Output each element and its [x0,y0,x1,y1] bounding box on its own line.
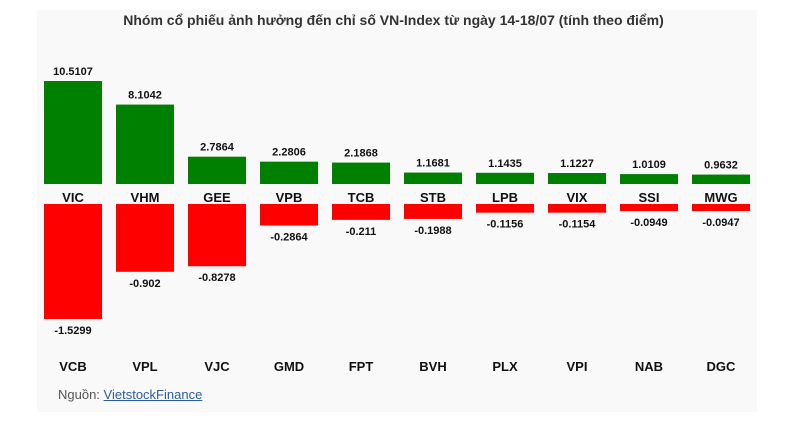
value-label-positive-stb: 1.1681 [416,158,450,170]
value-label-positive-vix: 1.1227 [560,158,594,170]
bar-positive-vhm [116,104,174,184]
source-prefix: Nguồn: [58,387,100,402]
value-label-negative-fpt: -0.211 [346,226,377,238]
category-label-gee: GEE [203,190,231,205]
value-label-negative-plx: -0.1156 [487,219,524,231]
value-label-positive-vpb: 2.2806 [272,147,306,159]
value-label-negative-nab: -0.0949 [630,217,667,229]
category-label-tcb: TCB [348,190,375,205]
category-label-vhm: VHM [131,190,160,205]
bar-negative-plx [476,204,534,213]
value-label-negative-vjc: -0.8278 [198,272,235,284]
source-line: Nguồn: VietstockFinance [58,387,202,402]
value-label-negative-vpi: -0.1154 [559,219,597,231]
bar-negative-nab [620,204,678,212]
bar-negative-vpl [116,204,174,272]
bar-positive-lpb [476,172,534,184]
bar-negative-gmd [260,204,318,226]
bar-positive-tcb [332,162,390,184]
category-label-mwg: MWG [704,190,737,205]
category-label-vpl: VPL [132,359,157,374]
value-label-positive-vhm: 8.1042 [128,90,162,102]
category-label-fpt: FPT [349,359,374,374]
category-label-lpb: LPB [492,190,518,205]
category-label-bvh: BVH [419,359,446,374]
value-label-negative-gmd: -0.2864 [270,232,308,244]
bar-negative-vjc [188,204,246,267]
bar-negative-bvh [404,204,462,219]
source-link[interactable]: VietstockFinance [103,387,203,402]
category-label-vpb: VPB [276,190,303,205]
category-label-nab: NAB [635,359,663,374]
category-label-vpi: VPI [567,359,588,374]
category-label-plx: PLX [492,359,518,374]
category-label-ssi: SSI [639,190,660,205]
bar-negative-fpt [332,204,390,220]
value-label-positive-mwg: 0.9632 [704,160,738,172]
bar-negative-vcb [44,204,102,319]
category-label-vjc: VJC [204,359,230,374]
chart-title: Nhóm cổ phiếu ảnh hưởng đến chỉ số VN-In… [123,12,664,28]
bar-positive-stb [404,172,462,184]
category-label-gmd: GMD [274,359,304,374]
value-label-positive-lpb: 1.1435 [488,158,522,170]
bar-positive-ssi [620,174,678,184]
value-label-positive-gee: 2.7864 [200,142,235,154]
value-label-positive-ssi: 1.0109 [632,159,666,171]
category-label-stb: STB [420,190,446,205]
value-label-negative-vcb: -1.5299 [54,325,91,337]
category-label-vix: VIX [567,190,588,205]
value-label-negative-bvh: -0.1988 [414,225,451,237]
bar-positive-gee [188,156,246,184]
bar-negative-vpi [548,204,606,213]
bar-positive-mwg [692,174,750,184]
bar-negative-dgc [692,204,750,212]
value-label-positive-tcb: 2.1868 [344,148,378,160]
category-label-dgc: DGC [707,359,737,374]
bar-positive-vpb [260,161,318,184]
bar-positive-vic [44,81,102,184]
category-label-vic: VIC [62,190,84,205]
category-label-vcb: VCB [59,359,86,374]
value-label-positive-vic: 10.5107 [53,66,93,78]
value-label-negative-dgc: -0.0947 [702,217,739,229]
value-label-negative-vpl: -0.902 [129,278,160,290]
bar-positive-vix [548,172,606,184]
